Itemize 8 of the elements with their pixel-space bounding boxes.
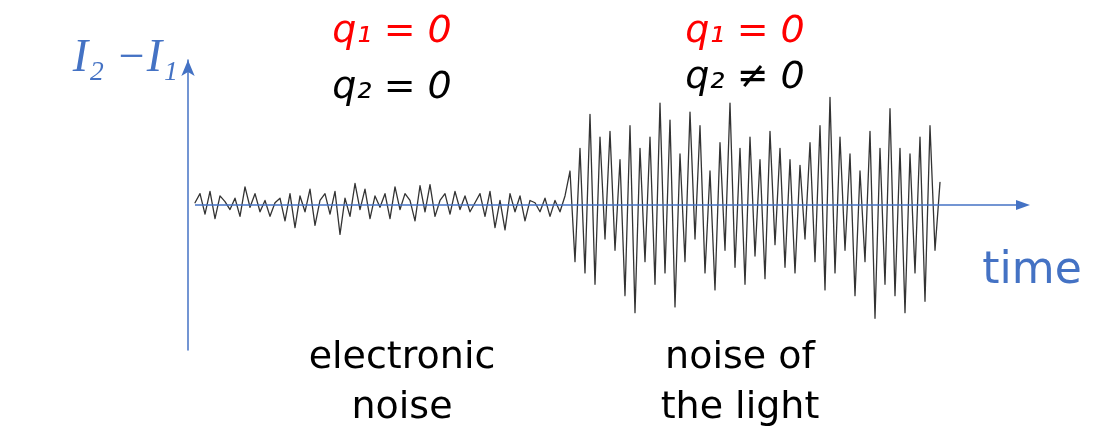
text: noise of the light bbox=[660, 333, 820, 427]
text: q₂ ≠ 0 bbox=[685, 53, 805, 97]
text: q₁ = 0 bbox=[685, 7, 805, 51]
text: q₁ = 0 bbox=[332, 7, 452, 51]
y-axis-title: I₂ −I₁ bbox=[71, 29, 178, 81]
text: electronic noise bbox=[308, 333, 496, 427]
annotation: q₂ = 0 bbox=[332, 63, 452, 107]
x-axis-title: time bbox=[982, 241, 1082, 293]
